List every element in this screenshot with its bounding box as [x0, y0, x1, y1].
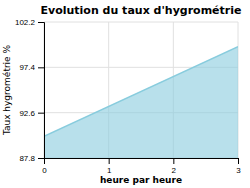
tick-mark [109, 158, 110, 164]
axis-line [38, 23, 45, 159]
tick: 1 [107, 158, 112, 175]
grid-line [44, 22, 238, 23]
tick-mark [173, 158, 174, 164]
tick-mark [38, 67, 44, 68]
tick-label: 102.2 [15, 18, 36, 27]
tick-label: 1 [107, 166, 112, 175]
y-axis-title: Taux hygrométrie % [2, 44, 12, 136]
line [44, 47, 238, 137]
tick: 3 [236, 158, 241, 175]
axis-line [45, 159, 239, 165]
tick-label: 97.4 [19, 63, 35, 72]
tick: 2 [172, 158, 177, 175]
marks [44, 47, 238, 158]
tick: 0 [42, 158, 47, 175]
x-axis-title: heure par heure [100, 175, 182, 185]
tick-mark [38, 22, 44, 23]
tick-label: 87.8 [19, 154, 35, 163]
tick-label: 0 [42, 166, 47, 175]
area [44, 47, 238, 158]
y-axis: 87.8 92.6 97.4 102.2 [15, 18, 45, 163]
tick: 97.4 [19, 63, 44, 72]
tick-mark [38, 158, 44, 159]
title: Evolution du taux d'hygrométrie [41, 4, 242, 17]
tick-mark [238, 158, 239, 164]
grid [44, 22, 238, 158]
x-axis: 0 1 2 3 [42, 158, 241, 175]
tick: 92.6 [19, 109, 44, 118]
plot: 0 1 2 3 87.8 92.6 97.4 102.2 [15, 18, 241, 175]
chart: 0 1 2 3 87.8 92.6 97.4 102.2 Evolution du taux d… [0, 0, 250, 188]
tick-label: 92.6 [19, 109, 35, 118]
tick-label: 3 [236, 166, 241, 175]
tick: 87.8 [19, 154, 44, 163]
tick-label: 2 [172, 166, 177, 175]
tick: 102.2 [15, 18, 44, 27]
tick-mark [38, 113, 44, 114]
